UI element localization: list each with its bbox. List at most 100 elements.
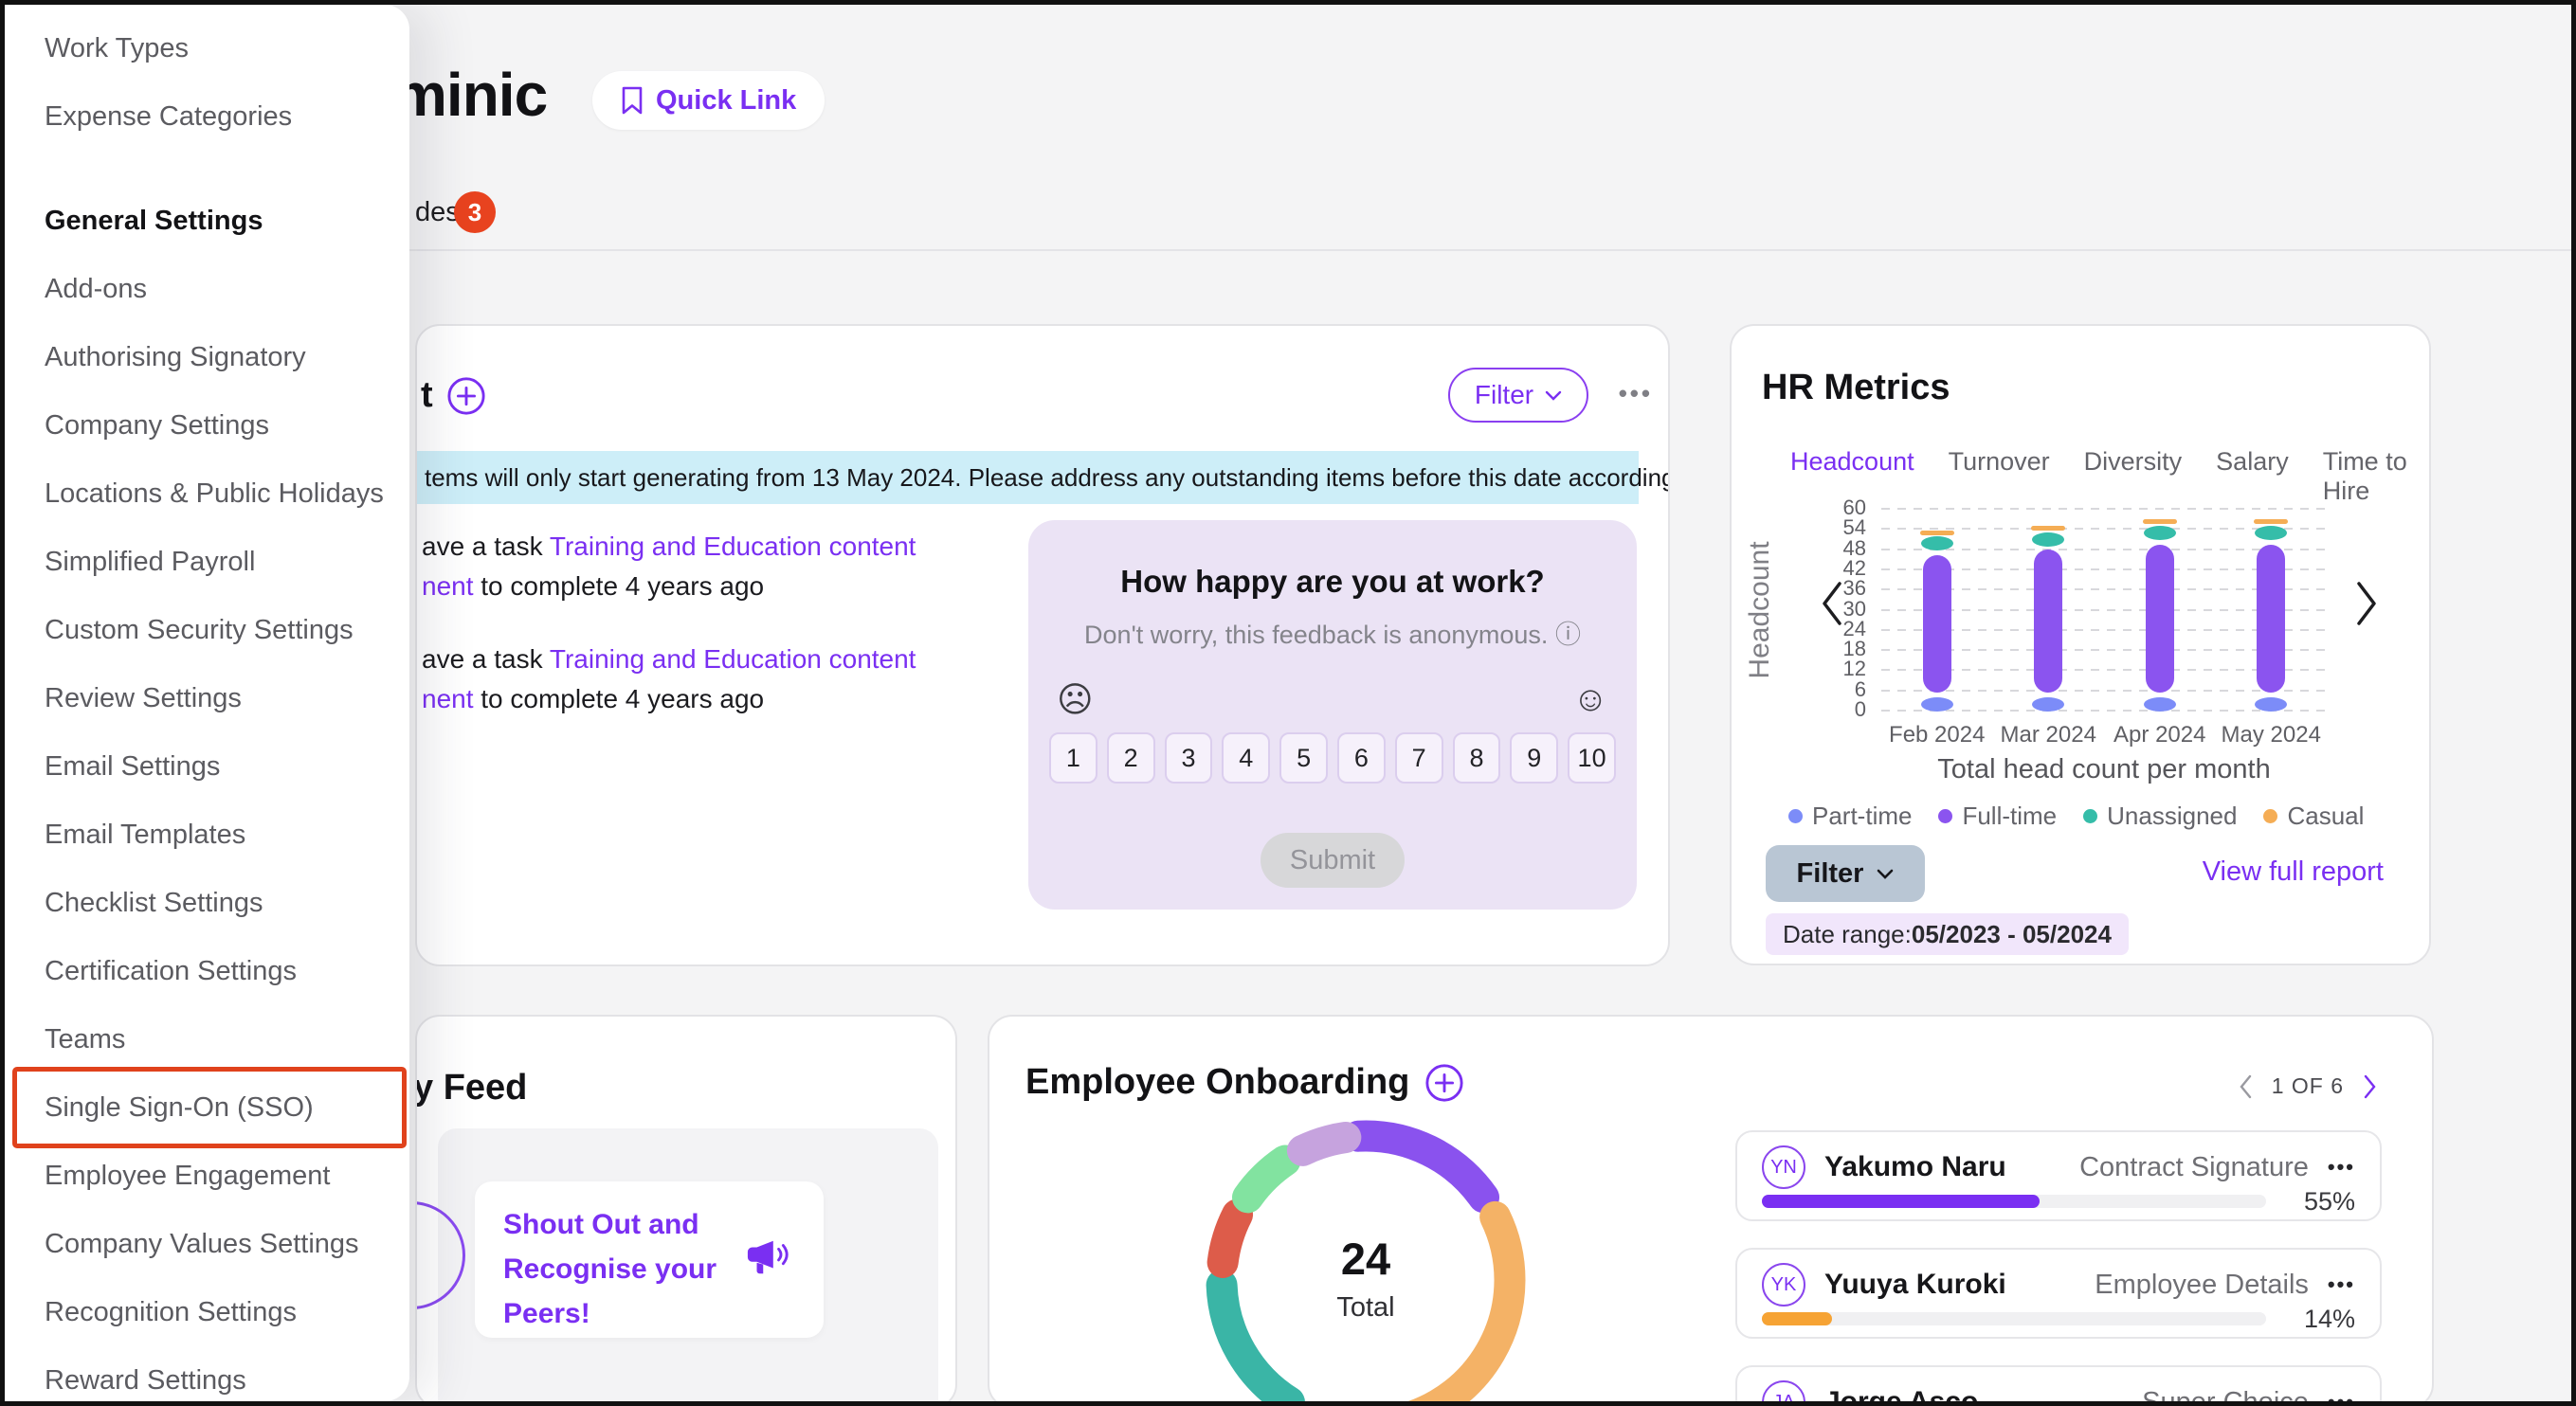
chart-dot-part-time	[2255, 697, 2288, 712]
rating-7[interactable]: 7	[1394, 732, 1443, 784]
tasks-filter-button[interactable]: Filter	[1448, 368, 1588, 423]
chart-range-full-time	[2145, 545, 2174, 694]
task-link[interactable]: Training and Education content	[549, 644, 916, 674]
legend-item-full-time: Full-time	[1938, 802, 2057, 831]
tab-turnover[interactable]: Turnover	[1948, 447, 2050, 476]
employee-row-main: YN Yakumo Naru Contract Signature •••	[1762, 1145, 2355, 1189]
gridline	[1881, 710, 2327, 712]
sidebar-item-recognition-settings[interactable]: Recognition Settings	[45, 1296, 297, 1327]
y-tick-label: 60	[1842, 496, 1866, 519]
sidebar-item-single-sign-on-highlighted[interactable]: Single Sign-On (SSO)	[5, 1067, 409, 1148]
feed-title-fragment: y Feed	[415, 1068, 528, 1108]
row-menu-icon[interactable]: •••	[2327, 1390, 2355, 1406]
task-link[interactable]: Training and Education content	[549, 532, 916, 561]
chart-dot-part-time	[1920, 697, 1953, 712]
donut-segment	[1342, 1120, 1500, 1214]
gridline	[1881, 608, 2327, 611]
chart-range-full-time	[2034, 550, 2063, 694]
sidebar-item-custom-security-settings[interactable]: Custom Security Settings	[45, 614, 354, 645]
rating-1[interactable]: 1	[1049, 732, 1098, 784]
info-icon[interactable]: ⓘ	[1554, 621, 1581, 649]
sidebar-item-email-settings[interactable]: Email Settings	[45, 750, 221, 782]
rating-3[interactable]: 3	[1164, 732, 1213, 784]
rating-8[interactable]: 8	[1452, 732, 1501, 784]
gridline	[1881, 568, 2327, 570]
tab-time-to-hire[interactable]: Time to Hire	[2322, 447, 2407, 505]
progress-track	[1762, 1312, 2266, 1325]
chart-caption: Total head count per month	[1937, 754, 2271, 784]
sidebar-item-authorising-signatory[interactable]: Authorising Signatory	[45, 341, 306, 372]
tab-salary[interactable]: Salary	[2216, 447, 2289, 476]
chart-dash-casual	[2031, 525, 2066, 531]
sidebar-item-certification-settings[interactable]: Certification Settings	[45, 955, 297, 986]
row-menu-icon[interactable]: •••	[2327, 1272, 2355, 1296]
donut-center-label: 24 Total	[1309, 1233, 1423, 1324]
chart-dot-part-time	[2143, 697, 2176, 712]
rating-5[interactable]: 5	[1279, 732, 1328, 784]
donut-total-label: Total	[1336, 1292, 1395, 1323]
progress-percent: 55%	[2303, 1187, 2355, 1216]
donut-total-value: 24	[1340, 1234, 1391, 1284]
chart-prev-icon[interactable]	[1819, 580, 1843, 627]
shoutout-card[interactable]: Shout Out and Recognise your Peers!	[475, 1181, 824, 1338]
rating-6[interactable]: 6	[1336, 732, 1386, 784]
sidebar-item-simplified-payroll[interactable]: Simplified Payroll	[45, 546, 256, 577]
gridline	[1881, 528, 2327, 531]
add-circle-icon[interactable]	[446, 376, 486, 416]
tasks-card-title-fragment: t	[421, 375, 433, 415]
y-tick-label: 24	[1842, 616, 1866, 640]
sidebar-item-company-values-settings[interactable]: Company Values Settings	[45, 1228, 359, 1259]
rating-2[interactable]: 2	[1106, 732, 1155, 784]
rating-9[interactable]: 9	[1510, 732, 1559, 784]
chart-next-icon[interactable]	[2355, 580, 2380, 627]
y-tick-label: 54	[1842, 515, 1866, 540]
employee-row: JA Jorge Asco Super Choice •••	[1735, 1365, 2382, 1406]
quick-link-button[interactable]: Quick Link	[592, 71, 825, 130]
sidebar-item-reward-settings[interactable]: Reward Settings	[45, 1364, 246, 1396]
tab-headcount[interactable]: Headcount	[1790, 447, 1914, 476]
avatar: YK	[1762, 1263, 1805, 1307]
tasks-more-menu-icon[interactable]: •••	[1618, 379, 1653, 407]
row-menu-icon[interactable]: •••	[2327, 1155, 2355, 1179]
tab-diversity[interactable]: Diversity	[2083, 447, 2183, 476]
onboarding-donut-chart	[1205, 1119, 1527, 1401]
tab-label-fragment[interactable]: des	[415, 197, 460, 227]
submit-button[interactable]: Submit	[1261, 833, 1405, 888]
y-tick-label: 42	[1842, 555, 1866, 580]
sidebar-item-work-types[interactable]: Work Types	[45, 32, 190, 63]
task-link[interactable]: nent	[422, 571, 474, 601]
headcount-chart	[1881, 508, 2327, 712]
y-tick-label: 12	[1842, 657, 1866, 681]
feed-panel: Shout Out and Recognise your Peers!	[417, 1128, 938, 1401]
sidebar-item-employee-engagement[interactable]: Employee Engagement	[45, 1160, 331, 1191]
tasks-filter-label: Filter	[1474, 380, 1534, 409]
onboarding-list: YN Yakumo Naru Contract Signature ••• 55% YK Y…	[1735, 1130, 2382, 1406]
sidebar-item-locations-public-holidays[interactable]: Locations & Public Holidays	[45, 478, 384, 509]
page-next-icon[interactable]	[2363, 1074, 2377, 1099]
sidebar-item-company-settings[interactable]: Company Settings	[45, 409, 269, 441]
sidebar-item-expense-categories[interactable]: Expense Categories	[45, 100, 293, 132]
y-tick-label: 36	[1842, 576, 1866, 601]
onboarding-stage: Employee Details	[2095, 1269, 2309, 1300]
survey-subtitle: Don't worry, this feedback is anonymous.…	[1084, 621, 1581, 649]
sidebar-item-add-ons[interactable]: Add-ons	[45, 273, 148, 304]
task-link[interactable]: nent	[422, 684, 474, 713]
view-full-report-link[interactable]: View full report	[2202, 856, 2384, 887]
sidebar-item-review-settings[interactable]: Review Settings	[45, 682, 242, 713]
x-tick-label: May 2024	[2221, 722, 2321, 748]
employee-onboarding-card: Employee Onboarding 1 OF 6 24 Total YN Ya…	[988, 1015, 2434, 1406]
header-divider	[5, 249, 2571, 251]
page-prev-icon[interactable]	[2239, 1074, 2253, 1099]
hr-metrics-title: HR Metrics	[1762, 368, 1950, 407]
sidebar-item-teams[interactable]: Teams	[45, 1023, 126, 1054]
sidebar-item-email-templates[interactable]: Email Templates	[45, 819, 246, 850]
gridline	[1881, 628, 2327, 631]
rating-4[interactable]: 4	[1222, 732, 1271, 784]
bookmark-icon	[622, 86, 643, 115]
hr-filter-button[interactable]: Filter	[1766, 845, 1925, 902]
add-circle-icon[interactable]	[1424, 1063, 1464, 1103]
sidebar-item-checklist-settings[interactable]: Checklist Settings	[45, 887, 263, 918]
rating-10[interactable]: 10	[1568, 732, 1616, 784]
employee-row-main: YK Yuuya Kuroki Employee Details •••	[1762, 1263, 2355, 1307]
